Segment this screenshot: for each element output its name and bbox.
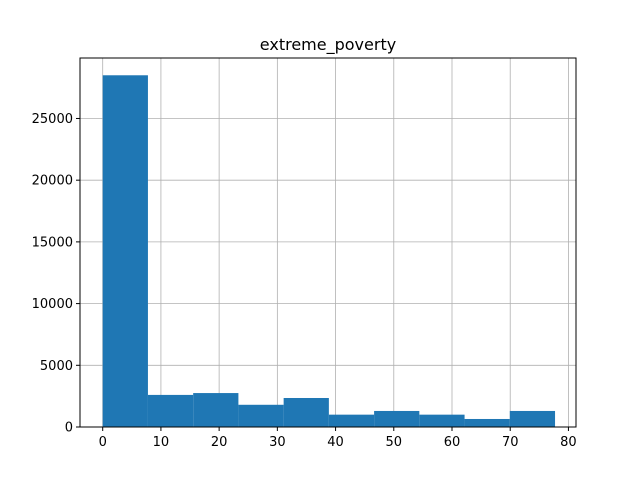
x-tick-label: 50 [386, 435, 403, 450]
y-tick-label: 25000 [32, 112, 73, 127]
y-tick-label: 10000 [32, 297, 73, 312]
y-axis-ticks: 0 5000 10000 15000 20000 25000 [32, 112, 80, 436]
x-axis-ticks: 0 10 20 30 40 50 60 70 80 [99, 427, 577, 450]
histogram-bar [509, 410, 556, 427]
y-tick-label: 0 [65, 421, 73, 436]
histogram-bar [238, 404, 284, 427]
x-tick-label: 60 [444, 435, 461, 450]
histogram-bar [193, 393, 239, 427]
x-tick-label: 80 [560, 435, 577, 450]
histogram-bar [328, 414, 375, 427]
x-tick-label: 20 [211, 435, 228, 450]
grid-lines [80, 58, 576, 428]
x-tick-label: 40 [327, 435, 344, 450]
histogram-bar [283, 397, 329, 427]
histogram-bar [102, 75, 148, 428]
plot-frame [79, 57, 577, 428]
y-tick-label: 5000 [40, 359, 73, 374]
histogram-bar [419, 414, 465, 427]
chart-title: extreme_poverty [260, 35, 396, 55]
y-tick-label: 20000 [32, 174, 73, 189]
y-tick-label: 15000 [32, 235, 73, 250]
histogram-bar [464, 418, 510, 427]
x-tick-label: 70 [502, 435, 519, 450]
histogram-bar [147, 394, 194, 427]
histogram-bar [374, 410, 420, 427]
x-tick-label: 10 [153, 435, 170, 450]
histogram-bars [102, 75, 556, 428]
x-tick-label: 30 [269, 435, 286, 450]
x-tick-label: 0 [99, 435, 107, 450]
